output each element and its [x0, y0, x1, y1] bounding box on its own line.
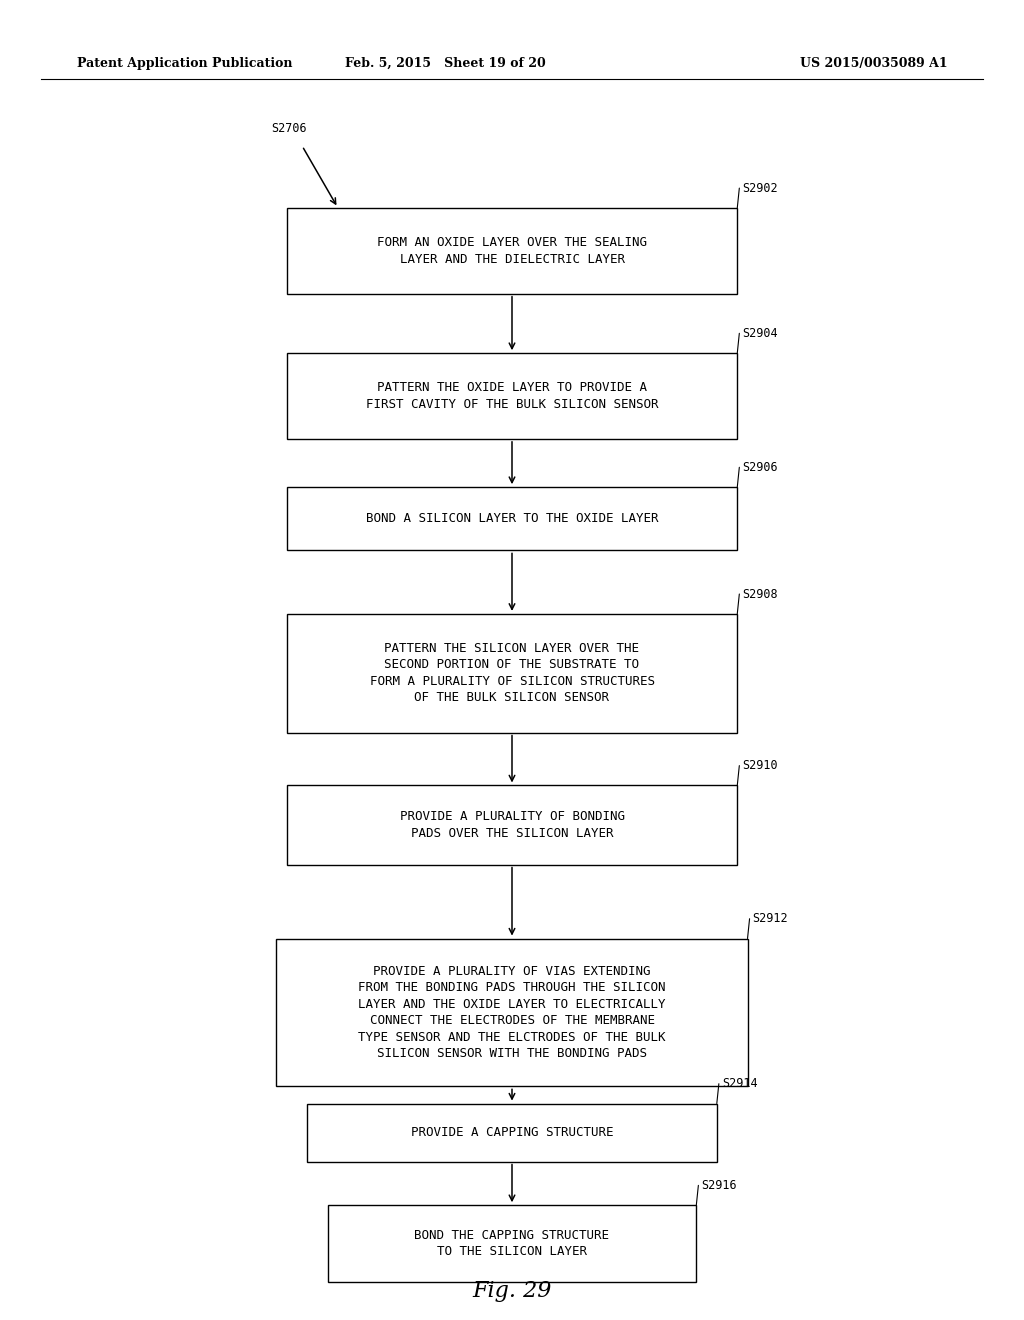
Text: Patent Application Publication: Patent Application Publication — [77, 57, 292, 70]
Bar — [276, 939, 748, 1086]
Bar — [287, 354, 737, 438]
Text: PROVIDE A PLURALITY OF VIAS EXTENDING
FROM THE BONDING PADS THROUGH THE SILICON
: PROVIDE A PLURALITY OF VIAS EXTENDING FR… — [358, 965, 666, 1060]
Text: S2910: S2910 — [742, 759, 778, 772]
Bar — [287, 207, 737, 293]
Text: FORM AN OXIDE LAYER OVER THE SEALING
LAYER AND THE DIELECTRIC LAYER: FORM AN OXIDE LAYER OVER THE SEALING LAY… — [377, 236, 647, 265]
Text: PATTERN THE SILICON LAYER OVER THE
SECOND PORTION OF THE SUBSTRATE TO
FORM A PLU: PATTERN THE SILICON LAYER OVER THE SECON… — [370, 642, 654, 705]
Bar — [287, 785, 737, 865]
Text: PROVIDE A CAPPING STRUCTURE: PROVIDE A CAPPING STRUCTURE — [411, 1126, 613, 1139]
Text: Feb. 5, 2015   Sheet 19 of 20: Feb. 5, 2015 Sheet 19 of 20 — [345, 57, 546, 70]
Bar — [328, 1205, 696, 1282]
Bar — [287, 614, 737, 733]
Text: BOND A SILICON LAYER TO THE OXIDE LAYER: BOND A SILICON LAYER TO THE OXIDE LAYER — [366, 512, 658, 525]
Text: S2906: S2906 — [742, 461, 778, 474]
Text: S2902: S2902 — [742, 182, 778, 195]
Text: S2914: S2914 — [722, 1077, 758, 1090]
Text: S2904: S2904 — [742, 327, 778, 341]
Text: US 2015/0035089 A1: US 2015/0035089 A1 — [800, 57, 947, 70]
Text: PROVIDE A PLURALITY OF BONDING
PADS OVER THE SILICON LAYER: PROVIDE A PLURALITY OF BONDING PADS OVER… — [399, 810, 625, 840]
Text: S2706: S2706 — [271, 123, 307, 135]
Text: BOND THE CAPPING STRUCTURE
TO THE SILICON LAYER: BOND THE CAPPING STRUCTURE TO THE SILICO… — [415, 1229, 609, 1258]
Text: Fig. 29: Fig. 29 — [472, 1280, 552, 1302]
Text: PATTERN THE OXIDE LAYER TO PROVIDE A
FIRST CAVITY OF THE BULK SILICON SENSOR: PATTERN THE OXIDE LAYER TO PROVIDE A FIR… — [366, 381, 658, 411]
Text: S2912: S2912 — [753, 912, 788, 925]
Bar — [287, 487, 737, 550]
Text: S2908: S2908 — [742, 587, 778, 601]
Bar — [307, 1104, 717, 1162]
Text: S2916: S2916 — [701, 1179, 737, 1192]
